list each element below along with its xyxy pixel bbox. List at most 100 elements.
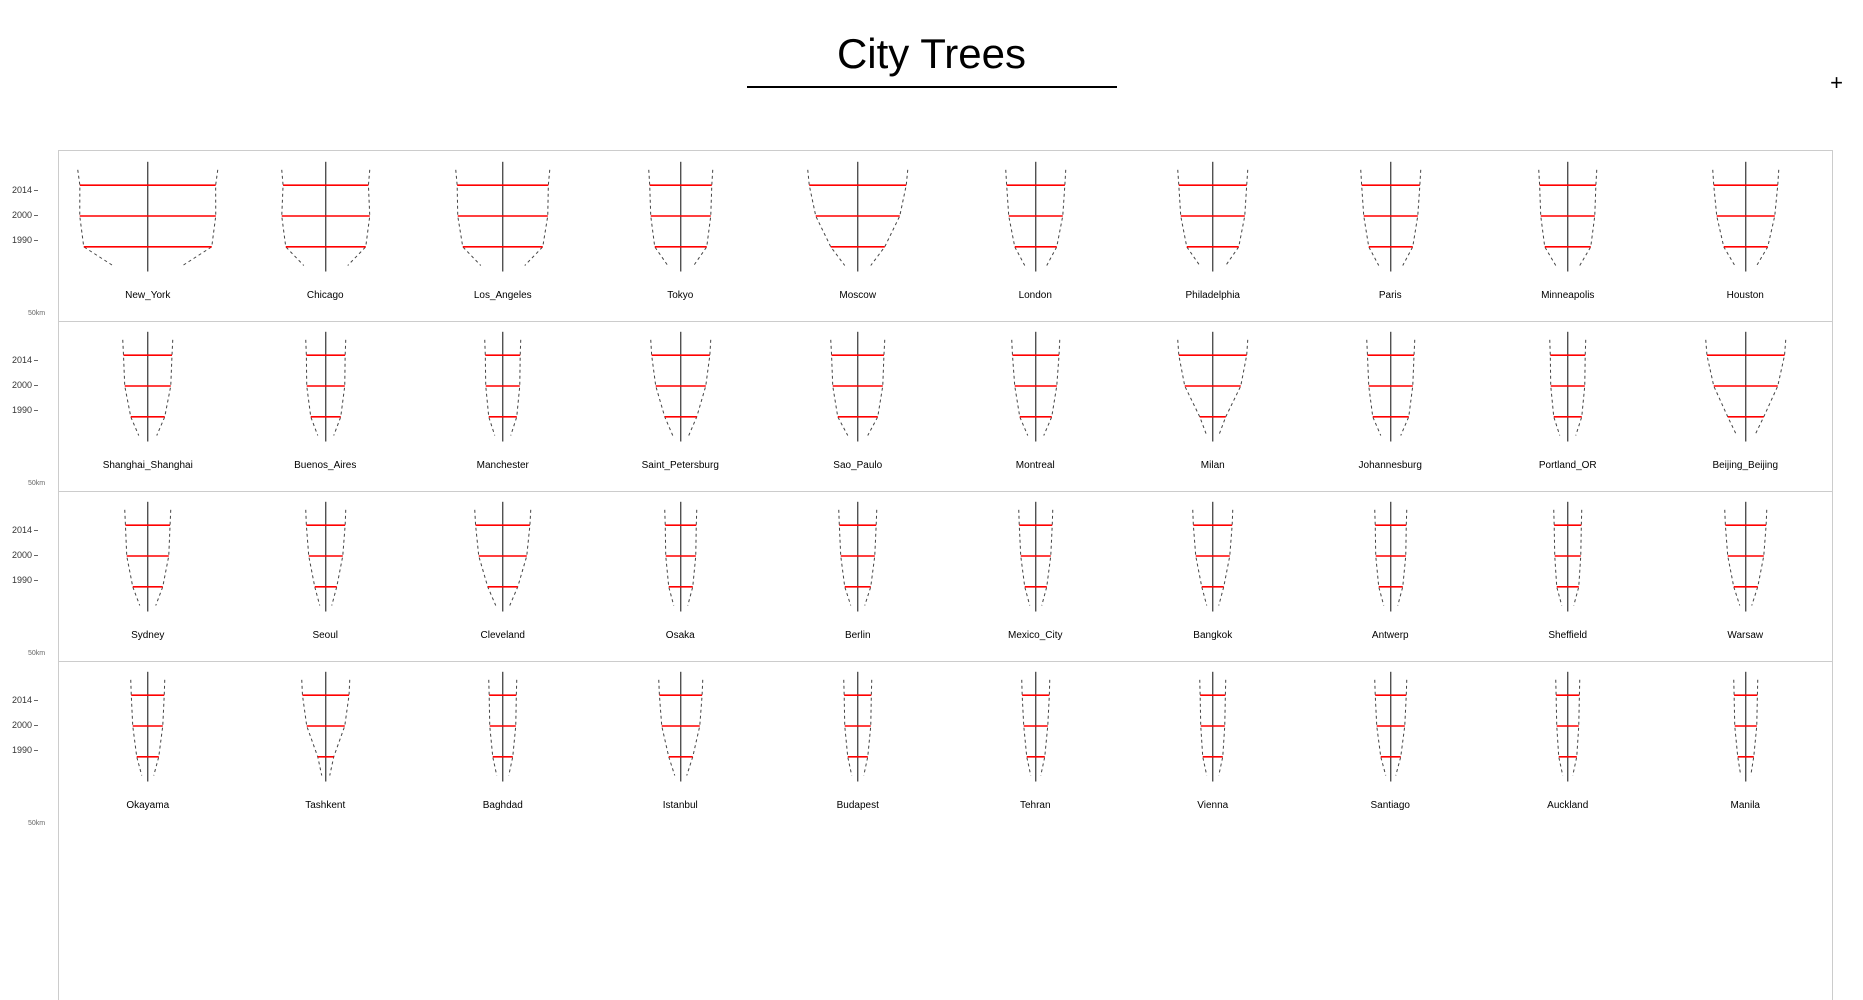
city-label: Moscow — [769, 290, 947, 301]
city-cell: Sheffield — [1479, 491, 1657, 661]
city-cell: Sao_Paulo — [769, 321, 947, 491]
city-label: Cleveland — [414, 630, 592, 641]
city-label: Berlin — [769, 630, 947, 641]
city-cell: Istanbul — [592, 661, 770, 831]
city-cell: Paris — [1302, 151, 1480, 321]
city-cell: Santiago — [1302, 661, 1480, 831]
y-tick-label: 2014 — [2, 525, 32, 535]
city-cell: Tokyo — [592, 151, 770, 321]
city-label: Paris — [1302, 290, 1480, 301]
city-cell: London — [947, 151, 1125, 321]
y-tick-label: 1990 — [2, 575, 32, 585]
city-cell: Portland_OR — [1479, 321, 1657, 491]
city-cell: Auckland — [1479, 661, 1657, 831]
scale-label: 50km — [28, 650, 45, 657]
city-label: Saint_Petersburg — [592, 460, 770, 471]
city-cell: Osaka — [592, 491, 770, 661]
chart-grid: New_YorkChicagoLos_AngelesTokyoMoscowLon… — [58, 150, 1833, 1000]
city-label: Tashkent — [237, 800, 415, 811]
city-label: Mexico_City — [947, 630, 1125, 641]
city-label: Bangkok — [1124, 630, 1302, 641]
city-label: Tokyo — [592, 290, 770, 301]
city-cell: Budapest — [769, 661, 947, 831]
city-label: Johannesburg — [1302, 460, 1480, 471]
scale-label: 50km — [28, 480, 45, 487]
y-tick-label: 2000 — [2, 380, 32, 390]
y-tick-label: 1990 — [2, 405, 32, 415]
city-cell: Philadelphia — [1124, 151, 1302, 321]
city-label: Shanghai_Shanghai — [59, 460, 237, 471]
city-cell: Beijing_Beijing — [1657, 321, 1835, 491]
city-label: Tehran — [947, 800, 1125, 811]
city-cell: Vienna — [1124, 661, 1302, 831]
city-cell: Antwerp — [1302, 491, 1480, 661]
city-label: Manchester — [414, 460, 592, 471]
city-label: Sheffield — [1479, 630, 1657, 641]
city-cell: Buenos_Aires — [237, 321, 415, 491]
city-cell: Los_Angeles — [414, 151, 592, 321]
city-label: Sao_Paulo — [769, 460, 947, 471]
city-cell: Baghdad — [414, 661, 592, 831]
city-label: Budapest — [769, 800, 947, 811]
y-tick-label: 2000 — [2, 210, 32, 220]
scale-label: 50km — [28, 820, 45, 827]
city-label: Los_Angeles — [414, 290, 592, 301]
city-cell: Montreal — [947, 321, 1125, 491]
city-cell: Manila — [1657, 661, 1835, 831]
city-cell: Houston — [1657, 151, 1835, 321]
y-tick-label: 1990 — [2, 235, 32, 245]
city-label: Chicago — [237, 290, 415, 301]
city-cell: Tehran — [947, 661, 1125, 831]
city-label: Sydney — [59, 630, 237, 641]
city-label: Philadelphia — [1124, 290, 1302, 301]
city-label: Vienna — [1124, 800, 1302, 811]
city-label: Manila — [1657, 800, 1835, 811]
city-cell: Moscow — [769, 151, 947, 321]
city-cell: Warsaw — [1657, 491, 1835, 661]
y-tick-label: 1990 — [2, 745, 32, 755]
city-label: Baghdad — [414, 800, 592, 811]
city-cell: Berlin — [769, 491, 947, 661]
city-label: Antwerp — [1302, 630, 1480, 641]
y-tick-label: 2014 — [2, 695, 32, 705]
y-tick-label: 2000 — [2, 720, 32, 730]
city-label: London — [947, 290, 1125, 301]
y-tick-label: 2014 — [2, 185, 32, 195]
city-label: Auckland — [1479, 800, 1657, 811]
city-cell: Saint_Petersburg — [592, 321, 770, 491]
city-cell: Seoul — [237, 491, 415, 661]
y-axis: 2014 2000 1990 50km 2014 2000 1990 50km 2014 2000… — [0, 150, 58, 1000]
city-label: Santiago — [1302, 800, 1480, 811]
city-label: Portland_OR — [1479, 460, 1657, 471]
city-label: Seoul — [237, 630, 415, 641]
city-label: Warsaw — [1657, 630, 1835, 641]
plus-icon[interactable]: + — [1830, 70, 1843, 96]
city-label: Istanbul — [592, 800, 770, 811]
title-underline — [747, 86, 1117, 88]
city-cell: Manchester — [414, 321, 592, 491]
city-cell: Mexico_City — [947, 491, 1125, 661]
city-label: Osaka — [592, 630, 770, 641]
city-label: Buenos_Aires — [237, 460, 415, 471]
y-tick-label: 2000 — [2, 550, 32, 560]
city-label: Minneapolis — [1479, 290, 1657, 301]
city-cell: Shanghai_Shanghai — [59, 321, 237, 491]
city-cell: Milan — [1124, 321, 1302, 491]
city-label: Milan — [1124, 460, 1302, 471]
city-cell: Cleveland — [414, 491, 592, 661]
city-cell: Johannesburg — [1302, 321, 1480, 491]
city-label: Okayama — [59, 800, 237, 811]
city-label: New_York — [59, 290, 237, 301]
city-cell: Bangkok — [1124, 491, 1302, 661]
page-title: City Trees — [837, 30, 1026, 78]
city-label: Houston — [1657, 290, 1835, 301]
scale-label: 50km — [28, 310, 45, 317]
city-label: Montreal — [947, 460, 1125, 471]
city-cell: New_York — [59, 151, 237, 321]
city-label: Beijing_Beijing — [1657, 460, 1835, 471]
city-cell: Chicago — [237, 151, 415, 321]
city-cell: Okayama — [59, 661, 237, 831]
city-cell: Sydney — [59, 491, 237, 661]
city-cell: Tashkent — [237, 661, 415, 831]
y-tick-label: 2014 — [2, 355, 32, 365]
